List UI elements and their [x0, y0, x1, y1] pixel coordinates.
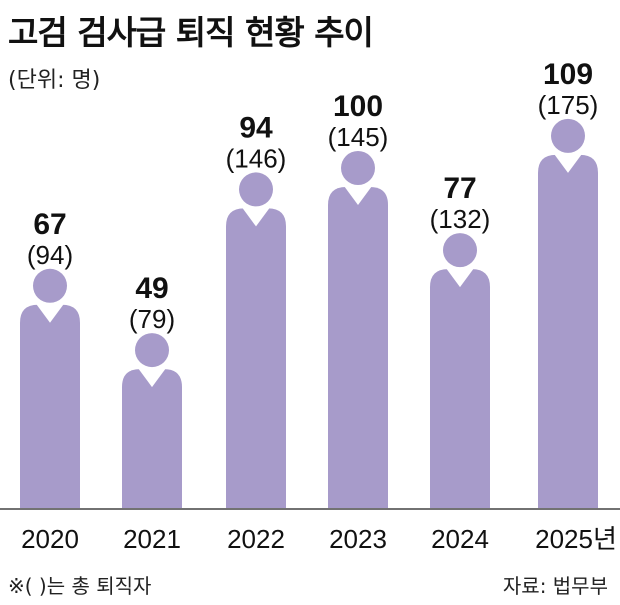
bar-body	[20, 304, 80, 508]
bar-head	[135, 333, 169, 368]
bar-head	[239, 172, 273, 207]
collar-notch	[344, 186, 372, 205]
unit-label: (단위: 명)	[8, 68, 101, 93]
value-label: 67	[33, 208, 66, 241]
bar-body	[328, 187, 388, 508]
x-tick-label: 2025년	[535, 524, 617, 554]
collar-notch	[138, 368, 166, 388]
value-label: 109	[543, 58, 593, 91]
footnote: ※( )는 총 퇴직자	[8, 574, 152, 598]
collar-notch	[36, 303, 64, 323]
total-label: (175)	[538, 90, 599, 120]
x-tick-label: 2020	[21, 524, 79, 554]
bar-head	[443, 233, 477, 268]
bar-head	[341, 151, 375, 185]
value-label: 49	[135, 272, 168, 305]
source: 자료: 법무부	[502, 574, 608, 598]
bar-body	[122, 369, 182, 508]
bar-body	[538, 154, 598, 508]
total-label: (79)	[129, 304, 175, 334]
bar-body	[430, 269, 490, 508]
collar-notch	[446, 268, 474, 288]
x-tick-label: 2021	[123, 524, 181, 554]
bar-head	[551, 118, 585, 153]
collar-notch	[242, 207, 270, 227]
total-label: (94)	[27, 240, 73, 270]
total-label: (146)	[226, 143, 287, 173]
bar-head	[33, 268, 67, 303]
total-label: (145)	[328, 122, 389, 152]
value-label: 100	[333, 90, 383, 123]
collar-notch	[554, 153, 582, 173]
total-label: (132)	[430, 204, 491, 234]
value-label: 94	[239, 111, 273, 144]
chart-title: 고검 검사급 퇴직 현황 추이	[8, 13, 374, 52]
x-tick-label: 2024	[431, 524, 489, 554]
x-tick-label: 2023	[329, 524, 387, 554]
bar-body	[226, 208, 286, 509]
x-tick-label: 2022	[227, 524, 285, 554]
value-label: 77	[443, 172, 476, 205]
